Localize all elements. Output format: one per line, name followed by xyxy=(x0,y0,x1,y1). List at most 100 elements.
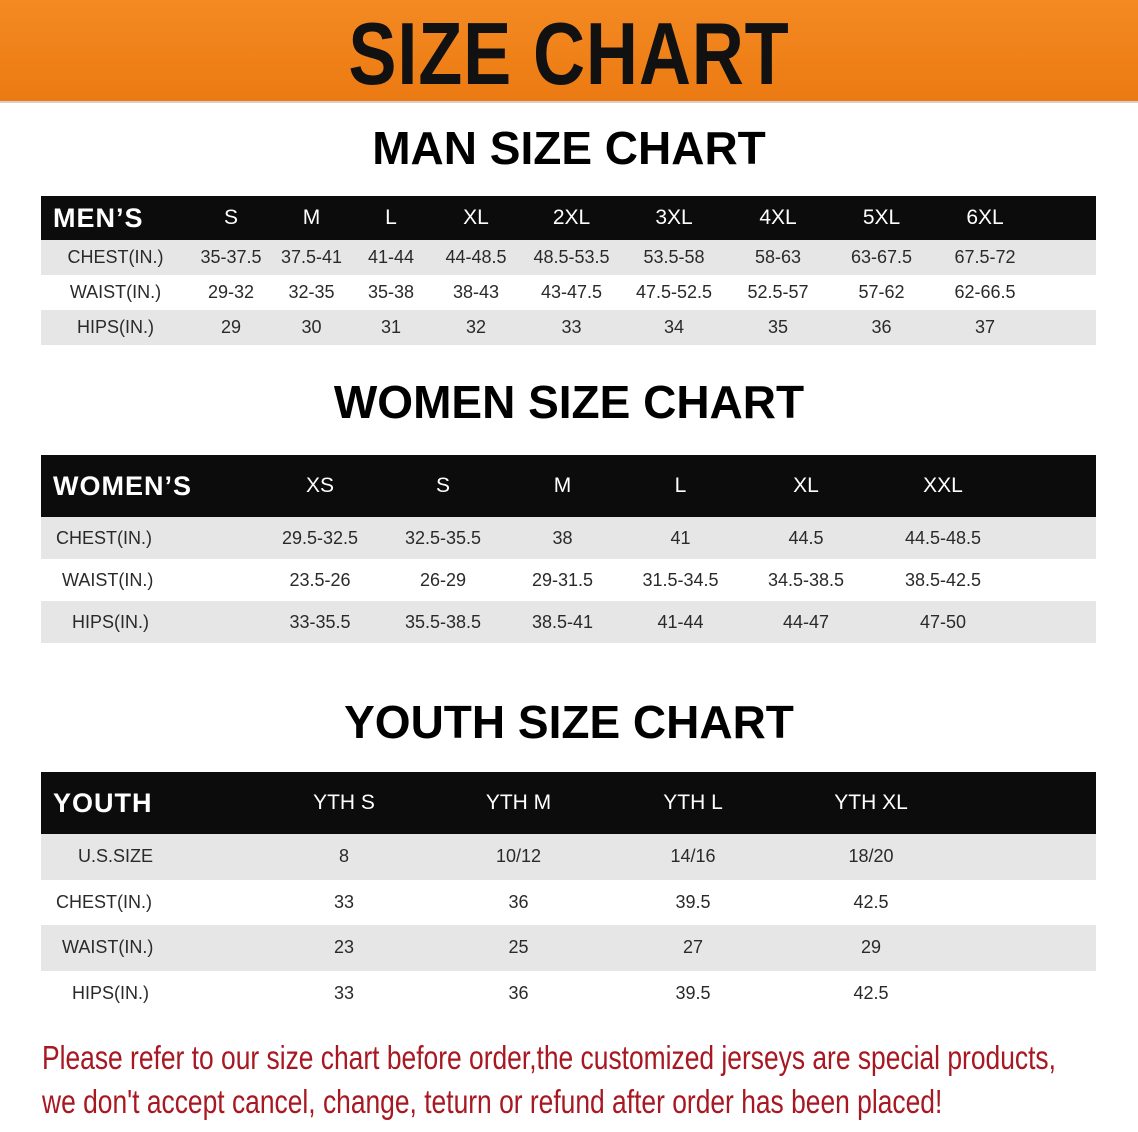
table-row: HIPS(IN.) 33-35.5 35.5-38.5 38.5-41 41-44 44-… xyxy=(41,601,1096,643)
size-header-cell: XL xyxy=(793,474,819,497)
measurement-cell: 37.5-41 xyxy=(280,247,343,267)
table-row: CHEST(IN.) 33 36 39.5 42.5 xyxy=(41,879,1096,925)
size-header-cell: S xyxy=(223,206,238,229)
measurement-cell: 35 xyxy=(767,317,789,337)
size-header-cell: 3XL xyxy=(655,206,693,229)
table-row: HIPS(IN.) 29 30 31 32 33 34 35 36 37 xyxy=(41,310,1096,345)
measurement-cell: 52.5-57 xyxy=(747,282,809,302)
measurement-cell: 44.5-48.5 xyxy=(904,527,982,548)
measurement-cell: 44-47 xyxy=(782,611,830,632)
measurement-cell: 35-37.5 xyxy=(200,247,262,267)
measurement-cell: 48.5-53.5 xyxy=(533,247,610,267)
measurement-cell: 18/20 xyxy=(848,846,894,867)
men-size-table: MEN’S S M L XL 2XL 3XL 4XL 5XL 6XL CHEST(IN.) 35-37… xyxy=(41,196,1096,345)
women-section-title: WOMEN SIZE CHART xyxy=(333,376,805,428)
table-row: WAIST(IN.) 23.5-26 26-29 29-31.5 31.5-34.5 34… xyxy=(41,559,1096,601)
measurement-cell: 36 xyxy=(508,982,529,1003)
measurement-cell: 62-66.5 xyxy=(954,282,1016,302)
measurement-cell: 32-35 xyxy=(288,282,335,302)
table-title-cell: MEN’S xyxy=(53,202,144,233)
measurement-cell: 23.5-26 xyxy=(289,569,351,590)
youth-section-title: YOUTH SIZE CHART xyxy=(344,696,794,748)
measurement-cell: 53.5-58 xyxy=(643,247,705,267)
row-label: HIPS(IN.) xyxy=(72,982,150,1003)
size-header-cell: XS xyxy=(305,474,334,497)
row-label: U.S.SIZE xyxy=(78,846,154,867)
measurement-cell: 23 xyxy=(333,937,355,958)
measurement-cell: 29 xyxy=(220,317,242,337)
row-label: CHEST(IN.) xyxy=(56,527,152,548)
size-header-cell: YTH M xyxy=(485,791,552,814)
size-header-cell: 5XL xyxy=(862,206,901,229)
measurement-cell: 30 xyxy=(301,317,322,337)
measurement-cell: 38.5-42.5 xyxy=(904,569,982,590)
measurement-cell: 8 xyxy=(338,846,349,867)
measurement-cell: 63-67.5 xyxy=(850,247,913,267)
measurement-cell: 34.5-38.5 xyxy=(767,569,845,590)
measurement-cell: 47-50 xyxy=(919,611,967,632)
measurement-cell: 37 xyxy=(974,317,996,337)
size-header-cell: L xyxy=(674,474,687,497)
size-header-cell: M xyxy=(302,206,321,229)
table-row: CHEST(IN.) 35-37.5 37.5-41 41-44 44-48.5 48.5… xyxy=(41,240,1096,275)
measurement-cell: 31.5-34.5 xyxy=(642,569,719,590)
row-label: HIPS(IN.) xyxy=(76,317,154,337)
size-header-cell: YTH XL xyxy=(834,791,908,814)
measurement-cell: 34 xyxy=(663,317,685,337)
banner: SIZE CHART xyxy=(0,0,1138,103)
banner-title: SIZE CHART xyxy=(348,4,790,103)
row-label: HIPS(IN.) xyxy=(72,611,150,632)
row-label: WAIST(IN.) xyxy=(62,569,154,590)
size-header-cell: S xyxy=(435,474,450,497)
row-label: WAIST(IN.) xyxy=(62,937,154,958)
measurement-cell: 38.5-41 xyxy=(531,611,594,632)
measurement-cell: 47.5-52.5 xyxy=(635,282,713,302)
measurement-cell: 41 xyxy=(670,527,691,548)
row-label: CHEST(IN.) xyxy=(67,247,164,267)
measurement-cell: 36 xyxy=(508,891,529,912)
size-header-cell: XXL xyxy=(923,474,963,497)
measurement-cell: 41-44 xyxy=(657,611,704,632)
measurement-cell: 67.5-72 xyxy=(954,247,1016,267)
table-row: HIPS(IN.) 33 36 39.5 42.5 xyxy=(41,970,1096,1016)
table-row: U.S.SIZE 8 10/12 14/16 18/20 xyxy=(41,834,1096,880)
women-size-table: WOMEN’S XS S M L XL XXL CHEST(IN.) 29.5-32.5 32.5… xyxy=(41,455,1096,643)
measurement-cell: 26-29 xyxy=(419,569,467,590)
notice-line-1: Please refer to our size chart before or… xyxy=(42,1039,1056,1076)
measurement-cell: 10/12 xyxy=(495,846,542,867)
measurement-cell: 35-38 xyxy=(367,282,415,302)
measurement-cell: 33 xyxy=(333,891,355,912)
measurement-cell: 38 xyxy=(552,527,573,548)
measurement-cell: 29-32 xyxy=(207,282,255,302)
measurement-cell: 57-62 xyxy=(858,282,905,302)
measurement-cell: 31 xyxy=(380,317,402,337)
table-row: WAIST(IN.) 29-32 32-35 35-38 38-43 43-47.5 47.… xyxy=(41,275,1096,310)
measurement-cell: 39.5 xyxy=(675,891,711,912)
measurement-cell: 38-43 xyxy=(452,282,500,302)
table-title-cell: WOMEN’S xyxy=(53,470,192,501)
measurement-cell: 29.5-32.5 xyxy=(281,527,359,548)
measurement-cell: 33 xyxy=(561,317,582,337)
row-label: WAIST(IN.) xyxy=(69,282,162,302)
size-header-cell: 6XL xyxy=(966,206,1004,229)
men-section-title: MAN SIZE CHART xyxy=(372,122,766,174)
women-header-row: WOMEN’S XS S M L XL XXL xyxy=(41,455,1096,517)
notice-line-2: we don't accept cancel, change, teturn o… xyxy=(42,1083,943,1120)
measurement-cell: 42.5 xyxy=(853,982,889,1003)
measurement-cell: 32.5-35.5 xyxy=(404,527,482,548)
measurement-cell: 42.5 xyxy=(853,891,889,912)
size-header-cell: XL xyxy=(463,206,489,229)
measurement-cell: 14/16 xyxy=(670,846,716,867)
measurement-cell: 29 xyxy=(860,937,882,958)
men-header-row: MEN’S S M L XL 2XL 3XL 4XL 5XL 6XL xyxy=(41,196,1096,240)
size-header-cell: 2XL xyxy=(552,206,591,229)
measurement-cell: 33-35.5 xyxy=(289,611,351,632)
measurement-cell: 43-47.5 xyxy=(540,282,603,302)
measurement-cell: 39.5 xyxy=(675,982,711,1003)
measurement-cell: 25 xyxy=(508,937,529,958)
measurement-cell: 44.5 xyxy=(788,527,824,548)
measurement-cell: 36 xyxy=(871,317,892,337)
measurement-cell: 58-63 xyxy=(754,247,802,267)
row-label: CHEST(IN.) xyxy=(56,891,152,912)
size-header-cell: 4XL xyxy=(759,206,797,229)
